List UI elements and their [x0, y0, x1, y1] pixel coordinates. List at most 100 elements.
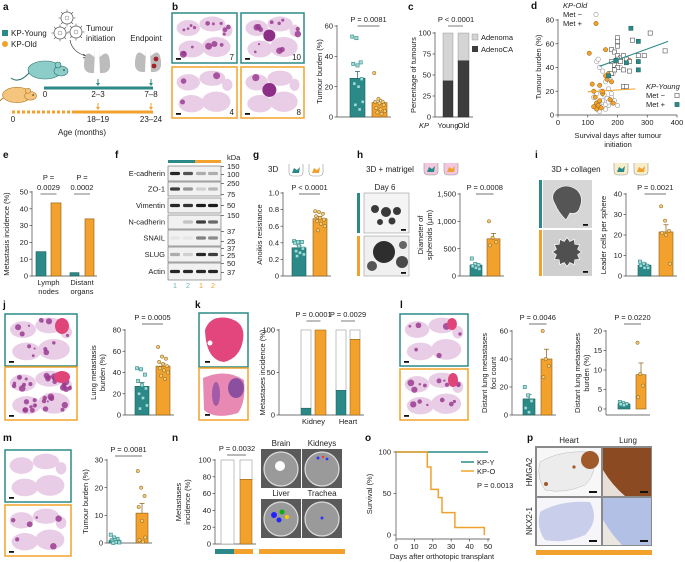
data-point-old [315, 219, 320, 224]
data-point-old [322, 224, 327, 229]
data-point-young [360, 99, 365, 104]
y-tick-label: 500 [443, 244, 456, 253]
tumour-nodule [24, 377, 28, 381]
data-point-young [352, 81, 357, 86]
kda-marker: 100 [227, 170, 240, 179]
blot-band [183, 220, 193, 224]
tumour-nodule [411, 386, 418, 393]
scatter-point [607, 97, 613, 103]
signal-spot [285, 515, 289, 519]
lung-lobe [406, 342, 434, 361]
blot-membrane [167, 229, 222, 247]
protein-label: E-cadherin [129, 169, 165, 178]
blot-band [170, 252, 180, 257]
y-tick-label: 10 [20, 255, 28, 264]
bar-adenoca [442, 80, 454, 118]
y-tick-label: 0 [329, 113, 333, 122]
arrow-head [149, 83, 153, 86]
y-tick-label: 20 [20, 238, 28, 247]
bar-kp-young [69, 272, 80, 277]
data-point-old [135, 469, 140, 474]
ihc-grid [535, 446, 652, 546]
panel-label: o [365, 433, 371, 444]
blot-zo-1 [167, 181, 222, 197]
data-point-young [300, 240, 304, 244]
blot-membrane [167, 165, 222, 182]
scatter-point [624, 84, 629, 89]
y-tick-label: 0 [24, 272, 28, 281]
tumour-nodule [417, 399, 422, 404]
y-tick-label: 0 [550, 111, 554, 120]
data-point-old [638, 371, 643, 376]
tumour-nodule [48, 395, 55, 402]
tumour-nodule [219, 43, 224, 47]
y-axis-label: Tumour burden (%) [534, 34, 543, 99]
data-point-old [377, 101, 382, 106]
data-point-young [476, 263, 481, 267]
scatter-point [591, 104, 597, 110]
tumour-nodule [277, 21, 281, 26]
y-tick-label: 20 [325, 82, 333, 91]
scatter-point [662, 48, 668, 54]
data-point-old [381, 102, 386, 107]
tumour-nodule [205, 21, 210, 26]
x-category-label: organs [71, 287, 94, 296]
scatter-point [635, 59, 641, 64]
hmga2-positive-spot [572, 465, 576, 469]
data-point-young [298, 250, 302, 255]
data-point-old [317, 210, 321, 215]
data-point-young [523, 406, 528, 410]
tumour-nodule [414, 347, 418, 352]
data-point-old [140, 539, 145, 544]
tumour-nodule [252, 74, 260, 82]
data-point-young [529, 399, 534, 403]
data-point-old [543, 357, 548, 361]
legend-label: Met − [563, 10, 583, 19]
tumour-nodule [192, 26, 197, 30]
blot-band [170, 269, 180, 274]
y-tick-label: 0 [99, 539, 103, 548]
scale-bar [404, 361, 409, 363]
data-point-young [358, 60, 363, 65]
condition-label: 3D [268, 165, 278, 174]
y-axis-label: spheroids (µm) [425, 209, 434, 260]
blot-band [196, 171, 206, 176]
tumour-nodule [55, 515, 62, 522]
y-tick-label: 30 [95, 456, 103, 465]
histology-old [399, 368, 469, 421]
virus-spike [69, 36, 72, 39]
data-point-young [622, 403, 626, 408]
data-point-young [357, 107, 362, 112]
y-axis-label: foci count [489, 356, 498, 389]
blot-band [208, 269, 218, 274]
data-point-old [376, 96, 381, 101]
blot-band [208, 220, 218, 224]
lung-lobe [32, 453, 60, 470]
tumour-nodule [263, 29, 276, 42]
y-tick-label: 100 [198, 456, 211, 465]
tumour-nodule [443, 379, 446, 382]
legend-title: KP-Old [563, 1, 588, 10]
data-point-old [164, 364, 169, 369]
data-point-young [293, 240, 297, 245]
y-tick-label: 40 [203, 506, 211, 515]
y-tick-label: 20 [594, 327, 602, 336]
tumour-nodule [180, 78, 187, 84]
virus-spike [71, 22, 74, 25]
group-bar-old [195, 160, 221, 163]
y-tick-label: 100 [378, 448, 391, 457]
bioluminescence-image-kidneys [302, 449, 342, 488]
old-timeline [75, 110, 153, 114]
data-point-old [636, 395, 641, 400]
data-point-young [136, 379, 140, 383]
scatter-point [635, 67, 641, 73]
blot-membrane [167, 181, 222, 197]
y-tick-label: 80 [546, 16, 554, 25]
y-tick-label: 75 [423, 50, 431, 59]
signal-spot [275, 461, 285, 471]
data-point-young [477, 266, 482, 271]
bar-kp-old [540, 358, 553, 416]
tumour-nodule [253, 50, 257, 54]
blot-band [183, 171, 193, 176]
